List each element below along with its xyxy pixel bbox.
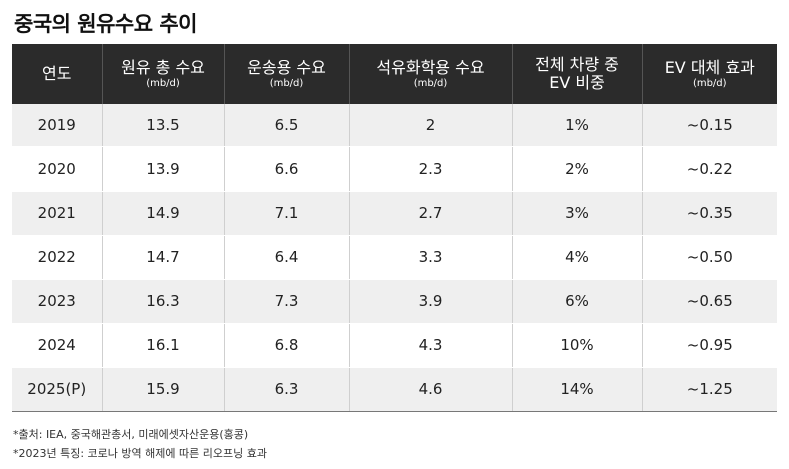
- cell-total-demand: 13.5: [101, 104, 224, 148]
- header-row: 연도 원유 총 수요 (mb/d) 운송용 수요 (mb/d) 석유화학용 수요…: [12, 44, 777, 104]
- cell-ev-substitution: ~0.35: [641, 191, 777, 236]
- table-header: 연도 원유 총 수요 (mb/d) 운송용 수요 (mb/d) 석유화학용 수요…: [12, 44, 777, 104]
- cell-year: 2024: [12, 323, 102, 368]
- table-row: 2020 13.9 6.6 2.3 2% ~0.22: [12, 146, 777, 192]
- cell-ev-substitution: ~0.95: [641, 323, 777, 368]
- cell-ev-share: 2%: [511, 146, 642, 192]
- cell-total-demand: 15.9: [101, 367, 224, 413]
- header-label-line2: EV 비중: [549, 73, 605, 92]
- table-body: 2019 13.5 6.5 2 1% ~0.15 2020 13.9 6.6 2…: [12, 104, 777, 413]
- table-row: 2024 16.1 6.8 4.3 10% ~0.95: [12, 323, 777, 368]
- header-label: 연도: [42, 63, 72, 83]
- table-row: 2022 14.7 6.4 3.3 4% ~0.50: [12, 235, 777, 280]
- cell-ev-share: 14%: [511, 367, 642, 413]
- header-unit: (mb/d): [692, 77, 727, 89]
- header-label: 운송용 수요: [247, 57, 326, 77]
- cell-year: 2023: [12, 279, 102, 324]
- cell-petrochemical-demand: 2.3: [348, 146, 512, 192]
- cell-year: 2022: [12, 235, 102, 280]
- cell-ev-substitution: ~0.65: [641, 279, 777, 324]
- header-label: EV 대체 효과: [664, 57, 755, 77]
- header-ev-substitution: EV 대체 효과 (mb/d): [641, 44, 777, 104]
- header-unit: (mb/d): [413, 77, 448, 89]
- header-unit: (mb/d): [146, 77, 180, 89]
- oil-demand-table: 연도 원유 총 수요 (mb/d) 운송용 수요 (mb/d) 석유화학용 수요…: [12, 44, 777, 413]
- cell-ev-share: 4%: [511, 235, 642, 280]
- table-row: 2021 14.9 7.1 2.7 3% ~0.35: [12, 191, 777, 236]
- cell-ev-share: 3%: [511, 191, 642, 236]
- cell-transport-demand: 7.1: [223, 191, 349, 236]
- cell-ev-share: 6%: [511, 279, 642, 324]
- header-unit: (mb/d): [269, 77, 304, 89]
- header-label: 원유 총 수요: [121, 57, 205, 77]
- header-total-demand: 원유 총 수요 (mb/d): [101, 44, 224, 104]
- header-ev-share: 전체 차량 중 EV 비중: [511, 44, 642, 104]
- cell-year: 2025(P): [12, 367, 102, 413]
- header-transport-demand: 운송용 수요 (mb/d): [223, 44, 349, 104]
- cell-petrochemical-demand: 2.7: [348, 191, 512, 236]
- header-year: 연도: [12, 44, 102, 104]
- cell-ev-substitution: ~0.22: [641, 146, 777, 192]
- cell-ev-substitution: ~1.25: [641, 367, 777, 413]
- cell-total-demand: 14.9: [101, 191, 224, 236]
- cell-transport-demand: 6.3: [223, 367, 349, 413]
- cell-ev-substitution: ~0.15: [641, 104, 777, 148]
- cell-transport-demand: 6.8: [223, 323, 349, 368]
- footnotes: *출처: IEA, 중국해관총서, 미래에셋자산운용(홍콩) *2023년 특징…: [13, 425, 267, 463]
- reopening-note: *2023년 특징: 코로나 방역 해제에 따른 리오프닝 효과: [13, 447, 267, 460]
- cell-petrochemical-demand: 4.3: [348, 323, 512, 368]
- table-row: 2019 13.5 6.5 2 1% ~0.15: [12, 104, 777, 148]
- cell-year: 2019: [12, 104, 102, 148]
- page-title: 중국의 원유수요 추이: [14, 12, 198, 36]
- source-note: *출처: IEA, 중국해관총서, 미래에셋자산운용(홍콩): [13, 428, 249, 441]
- cell-ev-share: 10%: [511, 323, 642, 368]
- cell-petrochemical-demand: 2: [348, 104, 512, 148]
- header-petrochemical-demand: 석유화학용 수요 (mb/d): [348, 44, 512, 104]
- cell-transport-demand: 6.6: [223, 146, 349, 192]
- cell-year: 2021: [12, 191, 102, 236]
- cell-transport-demand: 6.4: [223, 235, 349, 280]
- header-label: 전체 차량 중: [535, 54, 619, 74]
- cell-petrochemical-demand: 4.6: [348, 367, 512, 413]
- cell-ev-substitution: ~0.50: [641, 235, 777, 280]
- cell-year: 2020: [12, 146, 102, 192]
- cell-total-demand: 16.1: [101, 323, 224, 368]
- cell-petrochemical-demand: 3.3: [348, 235, 512, 280]
- table-row: 2023 16.3 7.3 3.9 6% ~0.65: [12, 279, 777, 324]
- cell-total-demand: 14.7: [101, 235, 224, 280]
- cell-transport-demand: 6.5: [223, 104, 349, 148]
- cell-petrochemical-demand: 3.9: [348, 279, 512, 324]
- cell-transport-demand: 7.3: [223, 279, 349, 324]
- cell-ev-share: 1%: [511, 104, 642, 148]
- table-row: 2025(P) 15.9 6.3 4.6 14% ~1.25: [12, 367, 777, 413]
- cell-total-demand: 13.9: [101, 146, 224, 192]
- header-label: 석유화학용 수요: [376, 57, 485, 77]
- cell-total-demand: 16.3: [101, 279, 224, 324]
